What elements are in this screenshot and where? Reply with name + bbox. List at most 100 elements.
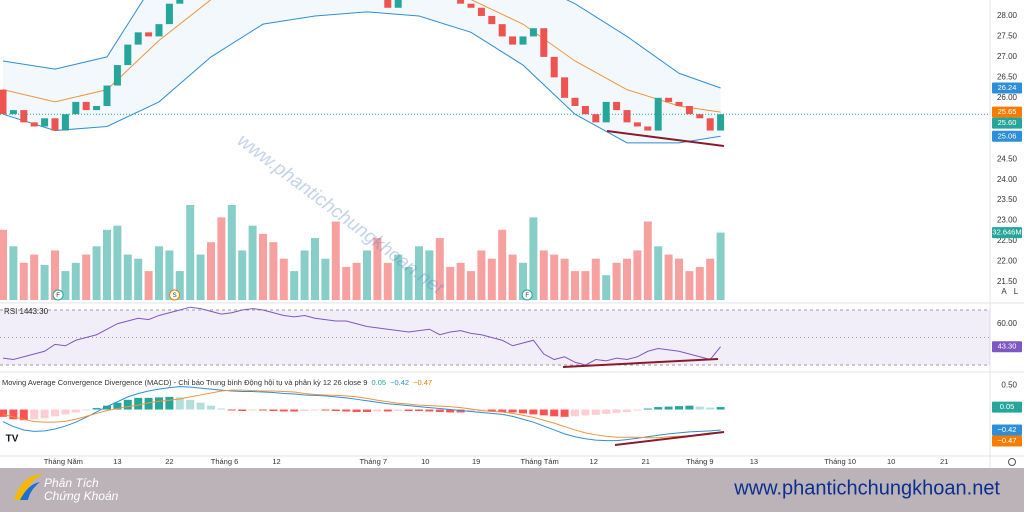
scale-button[interactable]: A bbox=[1001, 287, 1007, 296]
y-tick-label: 28.00 bbox=[997, 11, 1018, 20]
volume-bar bbox=[675, 258, 683, 300]
candle bbox=[51, 118, 59, 131]
macd-histogram-bar bbox=[373, 409, 382, 412]
volume-bar bbox=[612, 262, 621, 300]
candle bbox=[696, 114, 704, 119]
volume-bar bbox=[82, 254, 91, 300]
settings-icon[interactable] bbox=[1008, 458, 1016, 466]
macd-histogram-bar bbox=[155, 397, 163, 410]
macd-histogram-bar bbox=[196, 402, 205, 410]
volume-bar bbox=[207, 242, 215, 300]
volume-bar bbox=[342, 266, 351, 300]
volume-bar bbox=[238, 250, 247, 300]
candle bbox=[592, 114, 600, 123]
macd-histogram-bar bbox=[9, 409, 18, 420]
event-marker[interactable] bbox=[52, 289, 64, 301]
rsi-panel bbox=[0, 306, 990, 366]
candle bbox=[155, 24, 163, 37]
volume-bar bbox=[581, 271, 590, 300]
volume-bar bbox=[51, 250, 59, 300]
macd-header-value: −0.42 bbox=[390, 378, 409, 387]
price-badge-label: 32.646M bbox=[992, 228, 1021, 237]
macd-histogram-bar bbox=[623, 409, 631, 412]
volume-bar bbox=[467, 271, 475, 300]
candle bbox=[103, 85, 111, 107]
candle bbox=[467, 3, 475, 8]
event-marker[interactable] bbox=[169, 289, 181, 301]
scale-button[interactable]: L bbox=[1014, 287, 1019, 296]
x-tick-label: 22 bbox=[165, 457, 173, 466]
x-tick-label: 21 bbox=[642, 457, 650, 466]
macd-histogram-bar bbox=[331, 409, 340, 411]
x-tick-label: 13 bbox=[750, 457, 758, 466]
candle bbox=[685, 106, 693, 115]
volume-bar bbox=[61, 271, 70, 300]
macd-histogram-bar bbox=[675, 406, 683, 410]
volume-bar bbox=[352, 262, 361, 300]
price-badge bbox=[992, 117, 1022, 129]
candle bbox=[571, 97, 579, 107]
x-tick-label: 10 bbox=[887, 457, 895, 466]
logo-icon bbox=[14, 474, 44, 500]
x-tick-label: Tháng Tám bbox=[521, 457, 559, 466]
signal-line bbox=[2, 389, 721, 439]
volume-bar bbox=[227, 205, 236, 300]
volume-bar bbox=[602, 275, 611, 300]
macd-histogram-bar bbox=[217, 408, 226, 410]
macd-histogram-bar bbox=[207, 405, 215, 410]
macd-histogram-bar bbox=[539, 409, 548, 416]
candle bbox=[20, 110, 28, 123]
candle bbox=[675, 101, 683, 107]
macd-histogram-bar bbox=[446, 409, 455, 413]
volume-bar bbox=[217, 217, 226, 300]
y-tick-label: 27.00 bbox=[997, 52, 1018, 61]
y-tick-label: 26.00 bbox=[997, 93, 1018, 102]
bollinger-upper bbox=[2, 0, 721, 89]
volume-bar bbox=[571, 271, 579, 300]
price-badge bbox=[992, 82, 1022, 94]
macd-histogram-bar bbox=[498, 409, 507, 412]
event-label: S bbox=[173, 293, 177, 299]
volume-bar bbox=[498, 229, 507, 300]
footer-url: www.phantichchungkhoan.net bbox=[733, 477, 1000, 499]
candle bbox=[613, 101, 621, 111]
x-tick-label: 13 bbox=[113, 457, 121, 466]
candle bbox=[457, 0, 465, 4]
y-tick-label: 27.50 bbox=[997, 32, 1018, 41]
y-tick-label: 22.00 bbox=[997, 257, 1018, 266]
x-tick-label: 12 bbox=[590, 457, 598, 466]
volume-bar bbox=[259, 233, 267, 300]
price-badge-label: 43.30 bbox=[998, 342, 1017, 351]
x-tick-label: Tháng 7 bbox=[359, 457, 387, 466]
rsi-title: RSI 14 bbox=[4, 307, 29, 316]
macd-histogram-bar bbox=[519, 409, 527, 414]
y-tick-label: 21.50 bbox=[997, 277, 1018, 286]
macd-histogram-bar bbox=[92, 408, 101, 410]
volume-bar bbox=[279, 258, 288, 300]
candle bbox=[176, 0, 184, 4]
volume-bar bbox=[716, 232, 725, 300]
price-badge-label: 25.60 bbox=[998, 118, 1017, 127]
macd-histogram-bar bbox=[290, 409, 299, 412]
y-tick-label: 60.00 bbox=[997, 319, 1018, 328]
volume-bar bbox=[123, 254, 132, 300]
macd-histogram-bar bbox=[633, 409, 642, 411]
volume-bar bbox=[654, 246, 663, 300]
tv-logo: TV bbox=[6, 434, 19, 445]
macd-histogram-bar bbox=[394, 409, 403, 411]
macd-title: Moving Average Convergence Divergence (M… bbox=[2, 378, 367, 387]
macd-histogram-bar bbox=[175, 397, 184, 410]
macd-histogram-bar bbox=[279, 409, 288, 412]
volume-bar bbox=[155, 246, 163, 300]
volume-bar bbox=[331, 221, 340, 300]
divergence-line bbox=[562, 358, 719, 368]
candle bbox=[581, 106, 589, 115]
volume-bar bbox=[664, 254, 673, 300]
volume-bar bbox=[550, 254, 559, 300]
candle bbox=[717, 114, 725, 131]
event-marker[interactable] bbox=[521, 289, 533, 301]
macd-histogram-bar bbox=[383, 409, 392, 412]
price-badge bbox=[992, 130, 1022, 142]
price-badge-label: 0.05 bbox=[1000, 402, 1015, 411]
